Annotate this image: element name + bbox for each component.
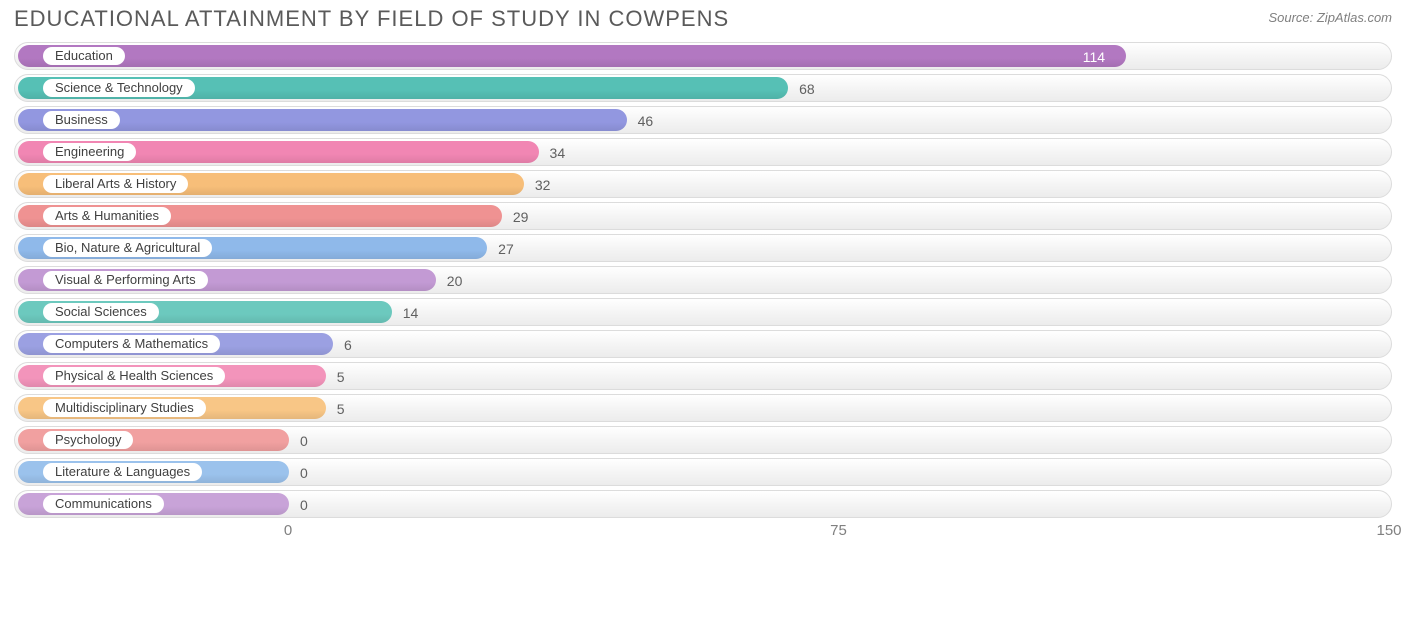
bar-row: Communications 0 [14,490,1392,518]
bar-value-label: 114 [1083,43,1105,71]
bar-track: Multidisciplinary Studies 5 [14,394,1392,422]
bar-fill [18,45,1126,67]
bar-category-label: Social Sciences [43,303,159,321]
bar-track: Physical & Health Sciences 5 [14,362,1392,390]
bar-row: Liberal Arts & History 32 [14,170,1392,198]
bar-value-label: 5 [337,395,345,423]
bar-category-label: Business [43,111,120,129]
chart-title: EDUCATIONAL ATTAINMENT BY FIELD OF STUDY… [14,6,729,32]
bar-row: Business 46 [14,106,1392,134]
bar-category-label: Physical & Health Sciences [43,367,225,385]
bar-category-label: Arts & Humanities [43,207,171,225]
bar-track: Education 114 [14,42,1392,70]
bar-row: Arts & Humanities 29 [14,202,1392,230]
bar-row: Engineering 34 [14,138,1392,166]
x-axis-tick: 75 [830,522,847,539]
bar-value-label: 6 [344,331,352,359]
bar-value-label: 0 [300,427,308,455]
bar-category-label: Communications [43,495,164,513]
bar-track: Arts & Humanities 29 [14,202,1392,230]
bar-track: Engineering 34 [14,138,1392,166]
bar-category-label: Psychology [43,431,133,449]
bar-category-label: Education [43,47,125,65]
bar-category-label: Multidisciplinary Studies [43,399,206,417]
chart-source: Source: ZipAtlas.com [1268,6,1392,25]
bar-track: Communications 0 [14,490,1392,518]
bar-track: Social Sciences 14 [14,298,1392,326]
bar-row: Multidisciplinary Studies 5 [14,394,1392,422]
bar-value-label: 5 [337,363,345,391]
x-axis-tick: 0 [284,522,292,539]
chart-header: EDUCATIONAL ATTAINMENT BY FIELD OF STUDY… [14,0,1392,42]
bar-row: Literature & Languages 0 [14,458,1392,486]
bar-row: Social Sciences 14 [14,298,1392,326]
bar-row: Education 114 [14,42,1392,70]
bar-category-label: Literature & Languages [43,463,202,481]
x-axis: 075150 [14,522,1392,552]
bar-row: Visual & Performing Arts 20 [14,266,1392,294]
bar-row: Science & Technology 68 [14,74,1392,102]
bar-row: Physical & Health Sciences 5 [14,362,1392,390]
bar-value-label: 34 [550,139,566,167]
bar-value-label: 29 [513,203,529,231]
bar-row: Bio, Nature & Agricultural 27 [14,234,1392,262]
bar-category-label: Science & Technology [43,79,195,97]
bar-value-label: 68 [799,75,815,103]
bar-track: Visual & Performing Arts 20 [14,266,1392,294]
bar-value-label: 14 [403,299,419,327]
bar-value-label: 20 [447,267,463,295]
bar-value-label: 27 [498,235,514,263]
bar-track: Science & Technology 68 [14,74,1392,102]
chart-area: Education 114 Science & Technology 68 Busine… [14,42,1392,518]
bar-track: Computers & Mathematics 6 [14,330,1392,358]
bar-track: Liberal Arts & History 32 [14,170,1392,198]
bar-track: Psychology 0 [14,426,1392,454]
bar-category-label: Engineering [43,143,136,161]
bar-category-label: Computers & Mathematics [43,335,220,353]
x-axis-tick: 150 [1376,522,1401,539]
bar-track: Business 46 [14,106,1392,134]
bar-value-label: 0 [300,491,308,519]
bar-row: Psychology 0 [14,426,1392,454]
bar-category-label: Visual & Performing Arts [43,271,208,289]
bar-value-label: 0 [300,459,308,487]
chart-container: EDUCATIONAL ATTAINMENT BY FIELD OF STUDY… [0,0,1406,631]
bar-track: Bio, Nature & Agricultural 27 [14,234,1392,262]
bar-value-label: 32 [535,171,551,199]
bar-value-label: 46 [638,107,654,135]
bar-category-label: Bio, Nature & Agricultural [43,239,212,257]
bar-row: Computers & Mathematics 6 [14,330,1392,358]
bar-track: Literature & Languages 0 [14,458,1392,486]
bar-category-label: Liberal Arts & History [43,175,188,193]
